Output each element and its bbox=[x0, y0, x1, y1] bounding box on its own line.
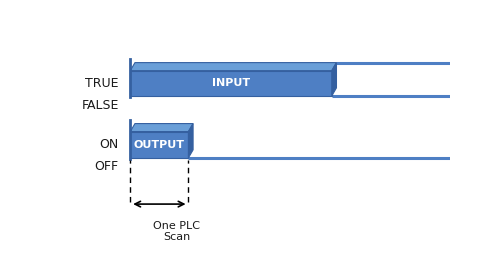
Polygon shape bbox=[130, 124, 193, 132]
Polygon shape bbox=[188, 124, 193, 158]
Polygon shape bbox=[130, 63, 336, 71]
Polygon shape bbox=[130, 132, 188, 158]
Text: ON: ON bbox=[100, 138, 118, 151]
Text: FALSE: FALSE bbox=[82, 99, 118, 112]
Text: INPUT: INPUT bbox=[212, 78, 250, 88]
Text: OUTPUT: OUTPUT bbox=[134, 140, 185, 150]
Text: OFF: OFF bbox=[94, 160, 118, 173]
Text: One PLC
Scan: One PLC Scan bbox=[154, 221, 200, 242]
Polygon shape bbox=[332, 63, 336, 96]
Text: TRUE: TRUE bbox=[85, 77, 118, 90]
Polygon shape bbox=[130, 71, 332, 96]
